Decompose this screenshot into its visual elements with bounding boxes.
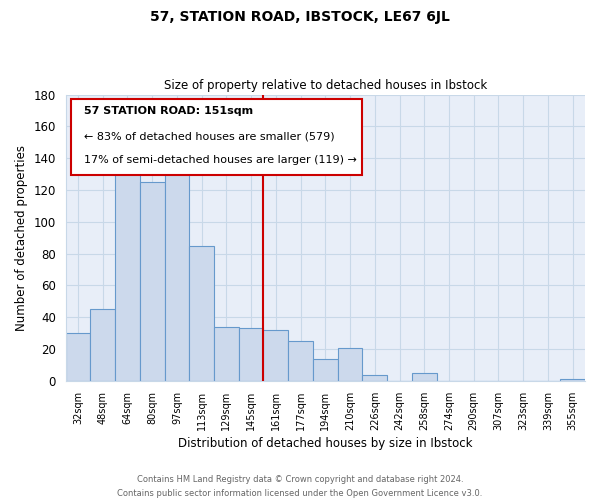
Bar	[239, 328, 263, 381]
Bar	[263, 330, 288, 381]
Bar	[214, 327, 239, 381]
Text: ← 83% of detached houses are smaller (579): ← 83% of detached houses are smaller (57…	[84, 132, 334, 142]
Bar	[115, 171, 140, 381]
Title: Size of property relative to detached houses in Ibstock: Size of property relative to detached ho…	[164, 79, 487, 92]
Bar	[65, 333, 91, 381]
Bar	[313, 358, 338, 381]
Bar	[560, 380, 585, 381]
Bar	[164, 146, 190, 381]
Bar	[288, 341, 313, 381]
Y-axis label: Number of detached properties: Number of detached properties	[15, 145, 28, 331]
Text: 17% of semi-detached houses are larger (119) →: 17% of semi-detached houses are larger (…	[84, 154, 357, 164]
Bar	[338, 348, 362, 381]
Bar	[412, 373, 437, 381]
Bar	[190, 246, 214, 381]
Text: 57, STATION ROAD, IBSTOCK, LE67 6JL: 57, STATION ROAD, IBSTOCK, LE67 6JL	[150, 10, 450, 24]
X-axis label: Distribution of detached houses by size in Ibstock: Distribution of detached houses by size …	[178, 437, 473, 450]
Text: Contains HM Land Registry data © Crown copyright and database right 2024.
Contai: Contains HM Land Registry data © Crown c…	[118, 476, 482, 498]
Bar	[91, 310, 115, 381]
Text: 57 STATION ROAD: 151sqm: 57 STATION ROAD: 151sqm	[84, 106, 253, 116]
Bar	[362, 374, 387, 381]
FancyBboxPatch shape	[71, 99, 362, 174]
Bar	[140, 182, 164, 381]
